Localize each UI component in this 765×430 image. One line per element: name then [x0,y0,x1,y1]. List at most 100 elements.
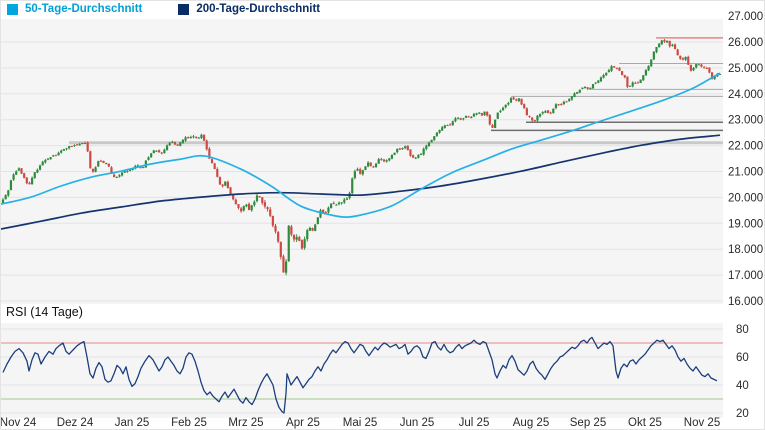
y-axis-label: 21.000 [728,167,763,179]
candle-body [20,168,23,174]
candle-body [65,148,68,150]
candle-body [462,118,465,120]
candle-body [4,195,7,200]
candle-body [1,199,5,204]
candle-body [684,57,687,60]
candle-body [673,44,677,49]
candle-body [290,226,293,235]
candle-body [213,163,216,170]
candle-body [718,73,722,75]
candle-body [676,49,679,56]
candle-body [237,204,240,208]
candle-body [91,168,95,172]
candle-body [205,140,208,150]
candle-body [454,118,457,122]
candle-body [491,125,494,128]
candle-body [446,124,449,126]
candle-body [517,98,521,101]
legend-item-ma50[interactable]: 50-Tage-Durchschnitt [7,3,142,15]
candle-body [316,217,319,225]
x-axis-label: Aug 25 [513,417,549,429]
candle-body [411,155,415,158]
x-axis-label: Jan 25 [115,417,150,429]
candle-body [118,175,121,177]
candle-body [671,44,674,46]
x-axis-label: Jun 25 [400,417,435,429]
candle-body [60,150,63,153]
candle-body [115,176,118,178]
candle-body [369,162,372,166]
candle-body [184,137,187,141]
candle-body [552,108,555,113]
candle-body [406,145,409,151]
candle-body [54,155,58,157]
candle-body [594,82,597,84]
candle-body [163,149,166,154]
candle-body [269,209,272,216]
candle-body [110,167,113,174]
candle-body [475,113,478,115]
candle-body [179,142,182,146]
candle-body [28,182,31,185]
candle-body [142,167,145,169]
candle-body [626,76,629,87]
candle-body [218,177,222,185]
candle-body [650,59,653,67]
candle-body [271,215,274,226]
candle-body [306,230,309,240]
candle-body [380,158,383,160]
candle-body [623,75,626,78]
candle-body [232,194,235,200]
candle-body [621,71,624,76]
candle-body [478,112,481,114]
candle-body [663,40,666,42]
candle-body [665,40,669,43]
candle-body [351,178,354,194]
candle-body [49,157,52,160]
x-axis-label: Okt 25 [628,417,662,429]
candle-body [642,75,645,81]
ma200-swatch-icon [178,3,190,15]
candle-body [361,170,364,175]
y-axis-label: 19.000 [728,218,763,230]
candle-body [668,40,671,47]
candle-body [94,167,97,172]
candle-body [573,93,576,97]
candle-body [327,207,330,213]
candle-body [284,261,288,273]
candle-body [31,177,34,185]
candle-body [480,113,483,116]
candle-body [41,161,44,166]
candle-body [70,146,73,148]
candle-body [409,149,412,156]
candle-body [708,67,711,73]
candle-body [634,82,637,84]
candle-body [472,114,476,117]
candle-body [396,148,399,153]
candle-body [44,160,47,163]
candle-body [536,115,539,121]
candle-body [261,197,264,203]
candle-body [102,160,105,163]
x-axis-label: Mai 25 [343,417,378,429]
candle-body [631,82,634,87]
y-axis-label: 24.000 [728,89,763,101]
candle-body [78,144,81,146]
rsi-axis-label: 40 [736,380,749,392]
candle-body [282,256,285,273]
y-axis-label: 27.000 [728,11,763,23]
candle-body [602,75,605,78]
candle-body [509,98,513,103]
candle-body [541,112,544,114]
candle-body [422,148,425,155]
candle-body [515,99,518,101]
candle-body [308,227,312,231]
candle-body [324,212,327,214]
x-axis-label: Sep 25 [570,417,606,429]
candle-body [388,158,391,161]
candle-body [689,64,692,71]
legend-item-ma200[interactable]: 200-Tage-Durchschnitt [178,3,320,15]
candle-body [464,115,468,118]
candle-body [192,136,195,138]
rsi-line [2,336,718,414]
